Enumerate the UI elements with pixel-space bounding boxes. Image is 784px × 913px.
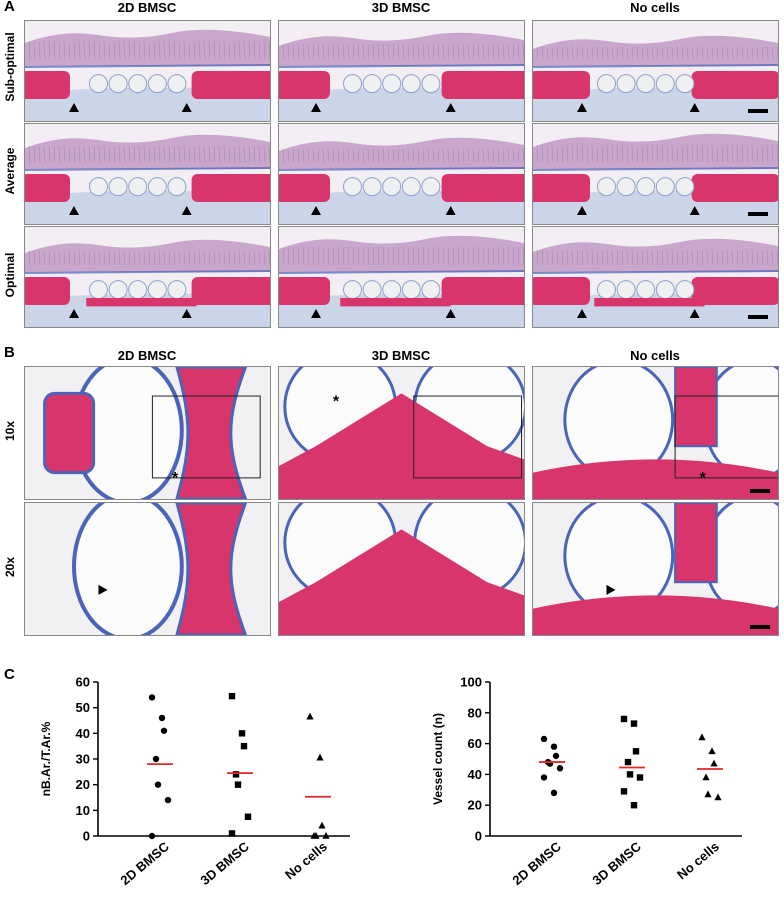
magnified-image-20x-no-cells [532,502,779,636]
vessel-count-data-point [550,743,558,750]
row-label-20x: 20x [3,556,17,578]
histology-image-average-2d-bmsc [24,123,271,225]
vessel-count-data-point [626,771,634,778]
histology-image-optimal-no-cells [532,226,779,328]
histology-image-sub-optimal-no-cells [532,20,779,122]
vessel-count-data-point [632,748,640,755]
bone-area-y-tick-label: 60 [76,675,90,690]
bone-area-data-point [322,832,330,839]
row-label-sub-optimal: Sub-optimal [3,32,17,102]
magnified-image-10x-2d-bmsc: * [24,366,271,500]
panel-label-a: A [4,0,15,15]
column-header-b-no-cells: No cells [630,348,680,363]
bone-area-data-point [234,781,242,788]
vessel-count-x-tick-label: 2D BMSC [509,838,564,887]
column-header-no-cells: No cells [630,0,680,15]
magnified-image-10x-3d-bmsc: * [278,366,525,500]
magnified-image-10x-no-cells: * [532,366,779,500]
bone-area-data-point [312,832,320,839]
bone-area-data-point [228,692,236,700]
column-header-3d-bmsc: 3D BMSC [371,0,431,15]
histology-image-sub-optimal-2d-bmsc [24,20,271,122]
bone-area-data-point [152,755,160,763]
vessel-count-data-point [556,765,564,772]
bone-area-data-point [232,771,240,778]
bone-area-data-point [316,753,324,761]
bone-area-data-point [240,742,248,750]
vessel-count-data-point [636,774,644,781]
bone-area-data-point [318,821,326,829]
bone-area-data-point [238,730,246,737]
vessel-count-y-tick-label: 40 [468,767,482,782]
panel-label-c: C [4,666,15,683]
vessel-count-data-point [702,773,710,781]
bone-area-y-tick-label: 40 [76,726,90,741]
bone-area-x-tick-label: 2D BMSC [117,838,172,887]
bone-area-x-tick-label: 3D BMSC [197,838,252,887]
bone-area-chart: 0 10 20 30 40 50 60 nB.Ar./T.Ar.% 2D BMSC 3D BMSC… [39,675,350,888]
asterisk-marker: * [333,394,340,411]
asterisk-marker: * [700,470,707,487]
vessel-count-y-tick-label: 20 [468,798,482,813]
vessel-count-y-tick-label: 60 [468,736,482,751]
bone-area-data-point [160,727,168,734]
column-header-b-2d-bmsc: 2D BMSC [117,348,177,363]
vessel-count-data-point [540,735,548,743]
vessel-count-data-point [624,758,632,766]
vessel-count-y-label: Vessel count (n) [431,713,445,805]
vessel-count-data-point [710,759,718,767]
bone-area-y-tick-label: 20 [76,777,90,792]
bone-area-data-point [244,813,252,820]
bone-area-data-point [164,796,172,804]
bone-area-y-tick-label: 10 [76,803,90,818]
vessel-count-chart: 0 20 40 60 80 100 Vessel count (n) 2D BMSC 3D BM… [431,675,742,888]
panel-label-b: B [4,344,15,361]
row-label-average: Average [3,147,17,195]
bone-area-y-tick-label: 30 [76,752,90,767]
histology-image-optimal-3d-bmsc [278,226,525,328]
bone-area-y-tick-label: 0 [83,829,90,844]
vessel-count-data-point [704,790,712,798]
vessel-count-data-point [708,747,716,755]
vessel-count-data-point [540,774,548,781]
bone-area-y-tick-label: 50 [76,700,90,715]
vessel-count-y-tick-label: 100 [460,675,482,690]
vessel-count-data-point [698,733,706,741]
bone-area-data-point [148,694,156,701]
column-header-2d-bmsc: 2D BMSC [117,0,177,15]
vessel-count-data-point [714,793,722,801]
magnified-image-20x-3d-bmsc [278,502,525,636]
bone-area-data-point [228,830,236,837]
vessel-count-data-point [620,788,628,795]
bone-area-y-label: nB.Ar./T.Ar.% [39,721,53,796]
vessel-count-data-point [550,789,558,797]
bone-area-data-point [306,712,314,720]
vessel-count-data-point [552,752,560,760]
bone-area-data-point [158,714,166,722]
bone-area-data-point [148,832,156,840]
histology-image-sub-optimal-3d-bmsc [278,20,525,122]
column-header-b-3d-bmsc: 3D BMSC [371,348,431,363]
histology-image-average-no-cells [532,123,779,225]
vessel-count-data-point [620,715,628,723]
row-label-optimal: Optimal [3,252,17,298]
bone-area-x-tick-label: No cells [282,839,330,883]
vessel-count-y-tick-label: 80 [468,705,482,720]
histology-image-average-3d-bmsc [278,123,525,225]
vessel-count-y-tick-label: 0 [475,829,482,844]
magnified-image-20x-2d-bmsc [24,502,271,636]
bone-area-data-point [154,781,162,788]
vessel-count-data-point [630,802,638,809]
histology-image-optimal-2d-bmsc [24,226,271,328]
vessel-count-x-tick-label: No cells [674,839,722,883]
asterisk-marker: * [172,470,179,487]
vessel-count-data-point [630,720,638,727]
row-label-10x: 10x [3,420,17,442]
vessel-count-x-tick-label: 3D BMSC [589,838,644,887]
